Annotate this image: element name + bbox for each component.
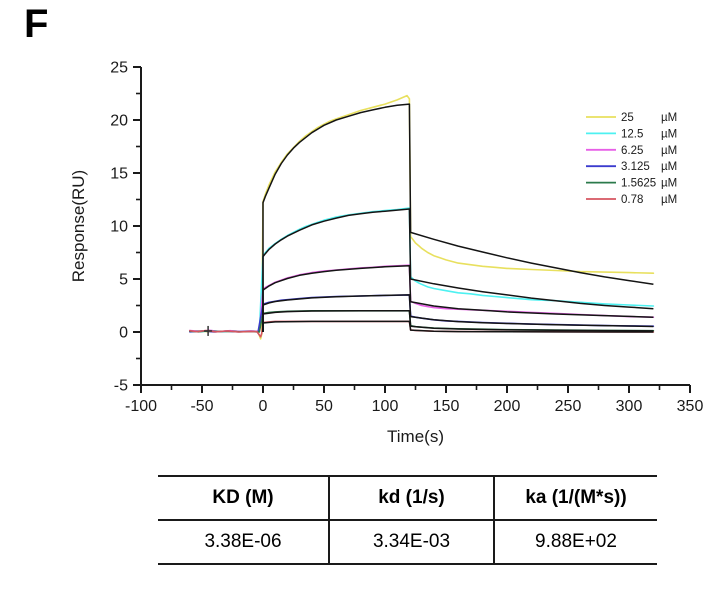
y-tick-label: 20 (110, 113, 128, 130)
kinetics-table-value-row: 3.38E-06 3.34E-03 9.88E+02 (158, 521, 657, 563)
fit-line-0.78uM (262, 320, 654, 333)
y-tick-label: -5 (114, 378, 128, 395)
x-tick-label: 150 (433, 398, 460, 415)
legend-unit: µM (661, 178, 677, 190)
legend-unit: µM (661, 161, 677, 173)
kinetics-table: KD (M) kd (1/s) ka (1/(M*s)) 3.38E-06 3.… (158, 475, 657, 565)
legend-label: 25 (621, 112, 634, 124)
fit-line-25uM (262, 103, 654, 332)
kinetics-table-header-row: KD (M) kd (1/s) ka (1/(M*s)) (158, 477, 657, 521)
legend-label: 6.25 (621, 145, 643, 157)
y-tick-label: 5 (119, 272, 128, 289)
kd-header-cell: KD (M) (212, 487, 274, 508)
fit-line-6.25uM (262, 265, 654, 332)
figure-label: F (24, 2, 49, 46)
y-axis-title: Response(RU) (69, 170, 88, 282)
y-tick-label: 0 (119, 325, 128, 342)
legend-unit: µM (661, 128, 677, 140)
legend-unit: µM (661, 145, 677, 157)
fit-line-3.125uM (262, 294, 654, 332)
x-tick-label: 0 (259, 398, 268, 415)
legend-unit: µM (661, 194, 677, 206)
x-tick-label: 300 (616, 398, 643, 415)
ka-value-cell: 9.88E+02 (493, 521, 657, 563)
x-tick-label: 200 (494, 398, 521, 415)
x-tick-label: -100 (125, 398, 157, 415)
x-tick-label: 50 (315, 398, 333, 415)
x-tick-label: -50 (190, 398, 213, 415)
x-tick-label: 250 (555, 398, 582, 415)
legend-label: 0.78 (621, 194, 643, 206)
y-tick-label: 15 (110, 166, 128, 183)
kd-value-cell: 3.38E-06 (204, 531, 282, 552)
legend-unit: µM (661, 112, 677, 124)
spr-sensorgram-chart: -100 -50 0 50 100 150 200 250 300 350-50510152025… (69, 60, 704, 447)
y-tick-label: 25 (110, 60, 128, 77)
kd-rate-header-cell: kd (1/s) (328, 477, 493, 519)
series-line-12.5uM (189, 207, 655, 333)
fit-line-1.5625uM (262, 310, 654, 332)
x-tick-label: 100 (372, 398, 399, 415)
legend-label: 1.5625 (621, 178, 656, 190)
ka-header-cell: ka (1/(M*s)) (493, 477, 657, 519)
y-tick-label: 10 (110, 219, 128, 236)
x-tick-label: 350 (677, 398, 704, 415)
legend-label: 12.5 (621, 128, 643, 140)
fit-line-12.5uM (262, 208, 654, 332)
legend-label: 3.125 (621, 161, 650, 173)
kd-rate-value-cell: 3.34E-03 (328, 521, 493, 563)
x-axis-title: Time(s) (387, 427, 444, 446)
